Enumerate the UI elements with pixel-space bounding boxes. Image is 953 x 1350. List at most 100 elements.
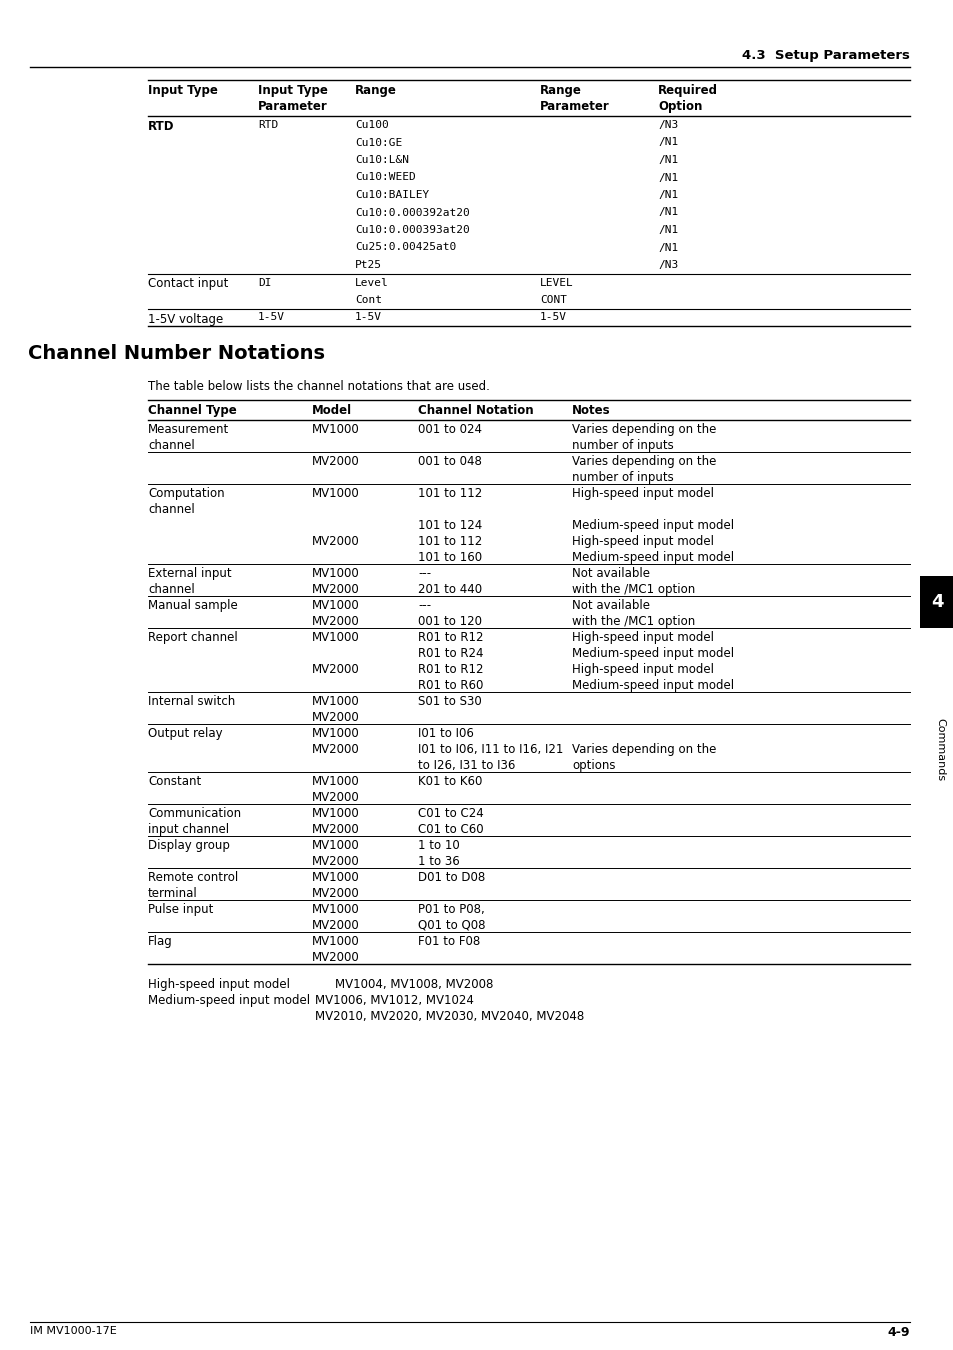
Text: MV1000: MV1000	[312, 903, 359, 917]
Text: Report channel: Report channel	[148, 630, 237, 644]
Text: Remote control
terminal: Remote control terminal	[148, 871, 238, 900]
Text: I01 to I06: I01 to I06	[417, 728, 474, 740]
Text: Constant: Constant	[148, 775, 201, 788]
Text: F01 to F08: F01 to F08	[417, 936, 479, 948]
Text: R01 to R24: R01 to R24	[417, 647, 483, 660]
Text: High-speed input model: High-speed input model	[572, 630, 713, 644]
Text: RTD: RTD	[148, 120, 174, 134]
Text: Medium-speed input model: Medium-speed input model	[572, 551, 734, 564]
Text: R01 to R60: R01 to R60	[417, 679, 483, 693]
Text: Input Type
Parameter: Input Type Parameter	[257, 84, 328, 113]
Text: Medium-speed input model: Medium-speed input model	[572, 679, 734, 693]
Text: Flag: Flag	[148, 936, 172, 948]
Text: P01 to P08,: P01 to P08,	[417, 903, 484, 917]
Text: Varies depending on the
options: Varies depending on the options	[572, 743, 716, 772]
Text: MV1000: MV1000	[312, 807, 359, 819]
Text: Varies depending on the
number of inputs: Varies depending on the number of inputs	[572, 423, 716, 452]
Text: Range: Range	[355, 84, 396, 97]
Text: 001 to 120: 001 to 120	[417, 616, 481, 628]
Text: Medium-speed input model: Medium-speed input model	[572, 518, 734, 532]
Text: High-speed input model: High-speed input model	[148, 977, 290, 991]
Text: K01 to K60: K01 to K60	[417, 775, 482, 788]
Text: Cu10:BAILEY: Cu10:BAILEY	[355, 190, 429, 200]
Text: MV2000: MV2000	[312, 663, 359, 676]
Text: MV1000: MV1000	[312, 487, 359, 500]
Text: MV1000: MV1000	[312, 630, 359, 644]
Text: 1-5V: 1-5V	[257, 312, 285, 323]
Text: DI: DI	[257, 278, 272, 288]
Text: Internal switch: Internal switch	[148, 695, 235, 707]
Text: Q01 to Q08: Q01 to Q08	[417, 919, 485, 931]
Text: Output relay: Output relay	[148, 728, 222, 740]
Text: MV1000: MV1000	[312, 871, 359, 884]
Text: 1 to 10: 1 to 10	[417, 838, 459, 852]
Text: Notes: Notes	[572, 404, 610, 417]
Text: 201 to 440: 201 to 440	[417, 583, 481, 595]
Text: Level: Level	[355, 278, 388, 288]
Text: MV2000: MV2000	[312, 455, 359, 468]
Text: D01 to D08: D01 to D08	[417, 871, 485, 884]
Text: /N3: /N3	[658, 261, 678, 270]
Text: LEVEL: LEVEL	[539, 278, 573, 288]
Text: High-speed input model: High-speed input model	[572, 535, 713, 548]
Text: Computation
channel: Computation channel	[148, 487, 224, 516]
Text: C01 to C24: C01 to C24	[417, 807, 483, 819]
Text: /N1: /N1	[658, 138, 678, 147]
Text: S01 to S30: S01 to S30	[417, 695, 481, 707]
Text: 4.3  Setup Parameters: 4.3 Setup Parameters	[741, 49, 909, 62]
Text: MV2000: MV2000	[312, 919, 359, 931]
Text: R01 to R12: R01 to R12	[417, 630, 483, 644]
Text: MV1000: MV1000	[312, 775, 359, 788]
Text: Model: Model	[312, 404, 352, 417]
Text: MV2000: MV2000	[312, 950, 359, 964]
Text: IM MV1000-17E: IM MV1000-17E	[30, 1326, 116, 1336]
Text: ---: ---	[417, 599, 431, 612]
Text: Not available: Not available	[572, 567, 649, 580]
Text: /N3: /N3	[658, 120, 678, 130]
Text: Not available: Not available	[572, 599, 649, 612]
Text: MV1006, MV1012, MV1024: MV1006, MV1012, MV1024	[314, 994, 474, 1007]
Text: MV2000: MV2000	[312, 616, 359, 628]
Text: Cu25:0.00425at0: Cu25:0.00425at0	[355, 243, 456, 252]
Text: RTD: RTD	[257, 120, 278, 130]
Text: Medium-speed input model: Medium-speed input model	[572, 647, 734, 660]
Text: The table below lists the channel notations that are used.: The table below lists the channel notati…	[148, 379, 489, 393]
Text: MV2000: MV2000	[312, 855, 359, 868]
Text: I01 to I06, I11 to I16, I21
to I26, I31 to I36: I01 to I06, I11 to I16, I21 to I26, I31 …	[417, 743, 563, 772]
Text: Varies depending on the
number of inputs: Varies depending on the number of inputs	[572, 455, 716, 485]
Text: /N1: /N1	[658, 225, 678, 235]
Text: MV1000: MV1000	[312, 838, 359, 852]
Text: Range
Parameter: Range Parameter	[539, 84, 609, 113]
Text: MV2000: MV2000	[312, 535, 359, 548]
Text: Cu100: Cu100	[355, 120, 388, 130]
Text: MV1000: MV1000	[312, 423, 359, 436]
Text: Channel Number Notations: Channel Number Notations	[28, 344, 325, 363]
Text: /N1: /N1	[658, 243, 678, 252]
Bar	[919, 576, 953, 628]
Text: /N1: /N1	[658, 155, 678, 165]
Text: MV1004, MV1008, MV2008: MV1004, MV1008, MV2008	[335, 977, 493, 991]
Text: MV1000: MV1000	[312, 695, 359, 707]
Text: Cu10:WEED: Cu10:WEED	[355, 173, 416, 182]
Text: MV2000: MV2000	[312, 824, 359, 836]
Text: Communication
input channel: Communication input channel	[148, 807, 241, 836]
Text: 101 to 160: 101 to 160	[417, 551, 481, 564]
Text: 1-5V: 1-5V	[355, 312, 381, 323]
Text: Measurement
channel: Measurement channel	[148, 423, 229, 452]
Text: Cu10:0.000392at20: Cu10:0.000392at20	[355, 208, 469, 217]
Text: 001 to 048: 001 to 048	[417, 455, 481, 468]
Text: R01 to R12: R01 to R12	[417, 663, 483, 676]
Text: /N1: /N1	[658, 173, 678, 182]
Text: Cu10:L&N: Cu10:L&N	[355, 155, 409, 165]
Text: Pt25: Pt25	[355, 261, 381, 270]
Text: MV2000: MV2000	[312, 711, 359, 724]
Text: MV1000: MV1000	[312, 599, 359, 612]
Text: C01 to C60: C01 to C60	[417, 824, 483, 836]
Text: MV2010, MV2020, MV2030, MV2040, MV2048: MV2010, MV2020, MV2030, MV2040, MV2048	[314, 1010, 583, 1023]
Text: Cu10:0.000393at20: Cu10:0.000393at20	[355, 225, 469, 235]
Text: Display group: Display group	[148, 838, 230, 852]
Text: Manual sample: Manual sample	[148, 599, 237, 612]
Text: MV1000: MV1000	[312, 728, 359, 740]
Text: 101 to 112: 101 to 112	[417, 535, 482, 548]
Text: 1-5V: 1-5V	[539, 312, 566, 323]
